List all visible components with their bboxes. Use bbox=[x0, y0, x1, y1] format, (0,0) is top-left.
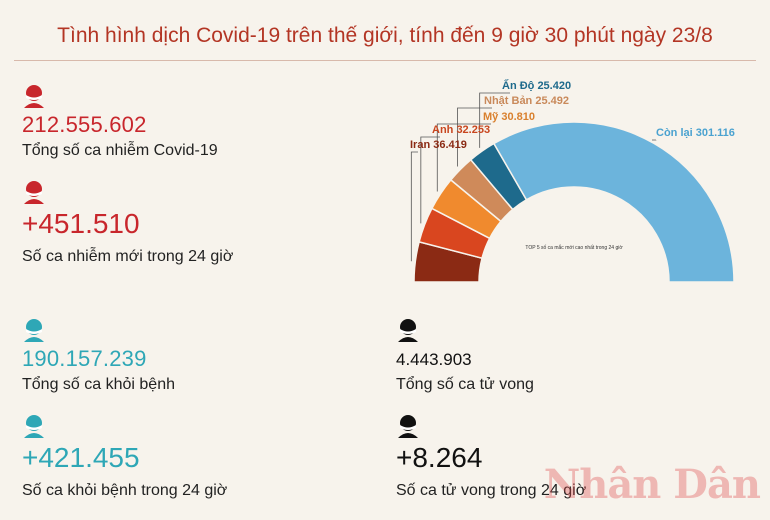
donut-leader-lines bbox=[410, 92, 657, 262]
deaths-value: 4.443.903 bbox=[396, 350, 472, 369]
donut-slices bbox=[413, 121, 735, 283]
donut-label-anh: Anh 32.253 bbox=[432, 124, 490, 136]
leader-line-iran bbox=[410, 151, 418, 262]
new-deaths-value: +8.264 bbox=[396, 442, 483, 473]
nhan-dan-watermark: Nhân Dân bbox=[543, 461, 761, 508]
title-divider bbox=[14, 60, 756, 61]
recovered-label: Tổng số ca khỏi bệnh bbox=[22, 376, 175, 393]
donut-label-mỹ: Mỹ 30.810 bbox=[483, 111, 535, 123]
leader-line-anh bbox=[420, 136, 440, 224]
donut-label-còn-lại: Còn lại 301.116 bbox=[656, 127, 735, 139]
donut-label-iran: Iran 36.419 bbox=[410, 139, 467, 151]
leader-line-ấn-độ bbox=[479, 92, 510, 148]
recovered-value: 190.157.239 bbox=[22, 346, 147, 371]
donut-label-nhật-bản: Nhật Bản 25.492 bbox=[484, 95, 569, 107]
new-recovered-value: +421.455 bbox=[22, 442, 140, 473]
donut-label-ấn-độ: Ấn Độ 25.420 bbox=[502, 79, 571, 92]
person-teal-icon bbox=[24, 319, 44, 342]
donut-slice-còn-lại bbox=[492, 121, 735, 283]
leader-line-nhật-bản bbox=[457, 107, 492, 167]
person-red-icon bbox=[24, 181, 44, 204]
total-cases-value: 212.555.602 bbox=[22, 112, 147, 137]
person-black-icon bbox=[398, 415, 418, 438]
total-cases-label: Tổng số ca nhiễm Covid-19 bbox=[22, 142, 218, 159]
new-cases-value: +451.510 bbox=[22, 208, 140, 239]
new-recovered-label: Số ca khỏi bệnh trong 24 giờ bbox=[22, 482, 228, 499]
person-red-icon bbox=[24, 85, 44, 108]
page-title: Tình hình dịch Covid-19 trên thế giới, t… bbox=[57, 24, 713, 47]
deaths-label: Tổng số ca tử vong bbox=[396, 376, 534, 393]
person-teal-icon bbox=[24, 415, 44, 438]
new-cases-label: Số ca nhiễm mới trong 24 giờ bbox=[22, 248, 234, 265]
leader-line-mỹ bbox=[436, 123, 491, 192]
chart-subtitle: TOP 5 số ca mắc mới cao nhất trong 24 gi… bbox=[525, 244, 623, 251]
person-black-icon bbox=[398, 319, 418, 342]
new-deaths-label: Số ca tử vong trong 24 giờ bbox=[396, 482, 587, 499]
